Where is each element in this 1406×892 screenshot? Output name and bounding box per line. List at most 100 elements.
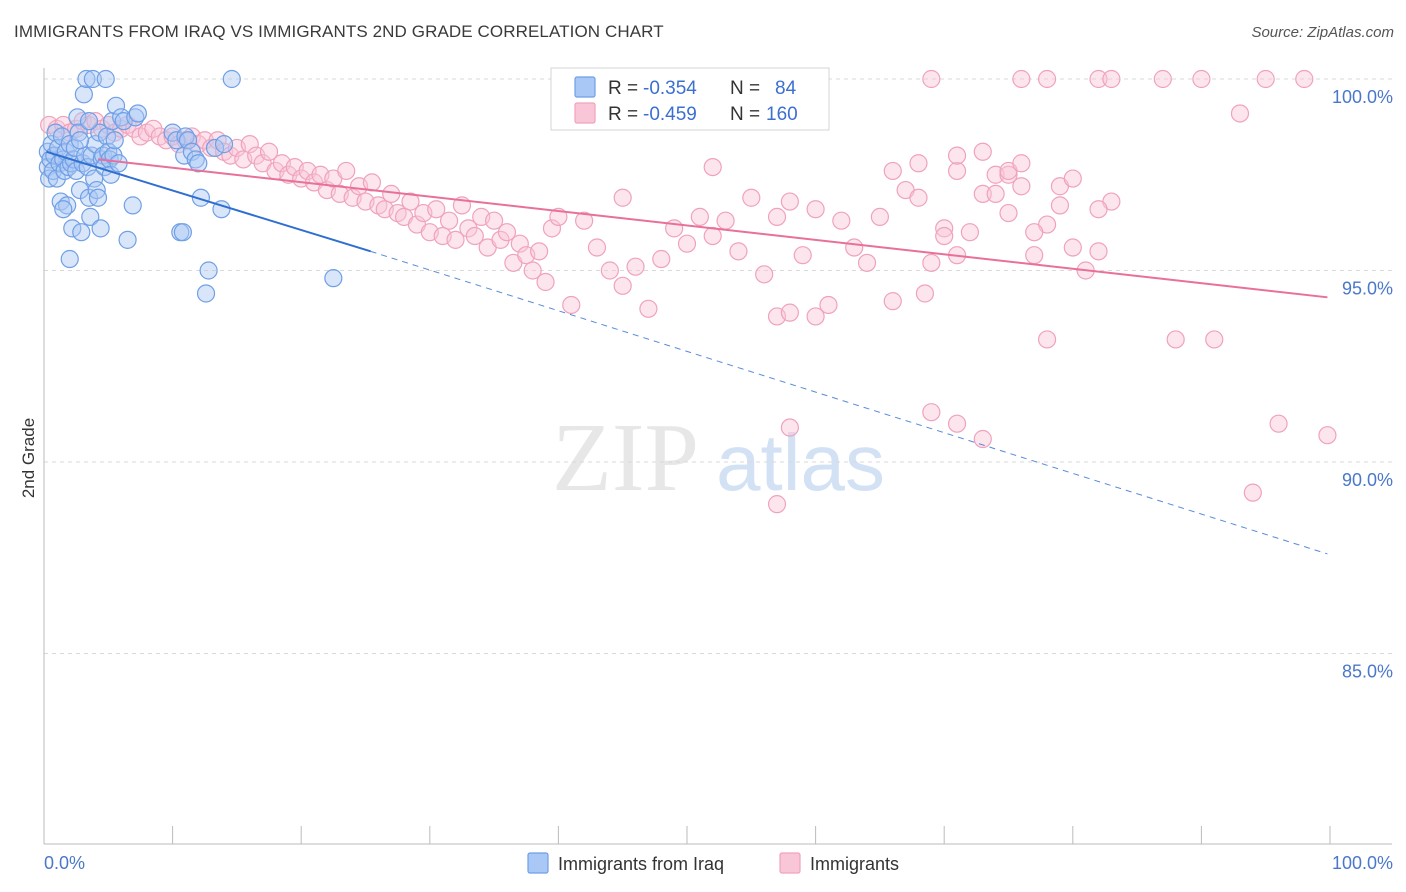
immigrants-point [587,238,607,257]
immigrants-point [973,429,992,449]
immigrants-point [1205,330,1224,349]
immigrants-point [1243,483,1262,502]
immigrants-point [626,257,645,276]
immigrants-point [639,299,658,318]
immigrants-point [703,226,722,246]
immigrants-point [703,157,722,177]
immigrants-point [1230,104,1250,123]
iraq-point [81,207,100,226]
immigrants-point [1012,69,1031,89]
immigrants-point [960,223,980,242]
immigrants-point [742,188,761,207]
immigrants-point [536,272,555,292]
immigrants-point [562,295,581,315]
y-tick-label: 90.0% [1342,470,1393,490]
iraq-point [83,69,102,89]
bottom-legend-swatch-immigrants [779,852,801,874]
iraq-point [88,188,108,207]
iraq-point [47,169,66,188]
iraq-point [189,154,208,173]
immigrants-point [439,211,459,230]
immigrants-point [999,165,1018,184]
immigrants-point [652,249,671,269]
y-tick-label: 95.0% [1342,279,1393,299]
iraq-point [87,180,106,200]
y-axis-label: 2nd Grade [19,418,38,498]
immigrants-point [1012,177,1031,196]
legend-r-label-1: R = [608,78,643,99]
x-tick-label-min: 0.0% [44,853,85,873]
immigrants-point [935,219,954,238]
immigrants-point [729,242,748,261]
iraq-point [79,112,99,131]
immigrants-point [1063,238,1082,257]
immigrants-point [1089,200,1108,219]
iraq-trend-line [46,150,371,253]
immigrants-point [690,207,709,226]
chart-title: IMMIGRANTS FROM IRAQ VS IMMIGRANTS 2ND G… [14,22,664,41]
immigrants-point [806,200,825,219]
immigrants-point [716,211,735,230]
iraq-point [74,85,93,104]
immigrants-point [999,203,1018,223]
immigrants-point [1192,69,1211,89]
y-tick-labels: 100.0% 95.0% 90.0% 85.0% [1332,87,1393,682]
immigrants-point [806,307,825,326]
iraq-point [222,69,241,89]
immigrants-point [427,200,446,219]
iraq-point [69,123,88,142]
immigrants-point [1037,330,1057,349]
iraq-point [63,219,82,238]
immigrants-point [1012,154,1031,173]
iraq-point [96,69,115,89]
iraq-point [118,230,137,249]
immigrants-point [401,192,420,211]
immigrants-point [883,161,902,181]
immigrants-point [1050,196,1070,215]
immigrants-point [1063,169,1082,188]
immigrants-point [947,146,967,165]
iraq-point [191,188,210,207]
iraq-point [72,223,91,242]
watermark-zip: ZIP [552,404,699,512]
iraq-point [324,269,343,288]
immigrants-point [1037,69,1057,89]
watermark-atlas: atlas [716,418,885,507]
immigrants-point [497,223,517,242]
immigrants-point [909,154,928,173]
iraq-point [173,223,192,242]
immigrants-point [485,211,504,230]
iraq-point [123,196,142,215]
immigrants-point [613,188,632,207]
immigrants-point [857,253,877,272]
iraq-point [196,284,216,303]
immigrants-point [973,142,992,161]
bottom-legend-label-iraq: Immigrants from Iraq [558,854,724,874]
iraq-point [77,69,96,89]
trend-lines [46,150,1328,555]
legend-r-value-2: -0.459 [643,104,697,125]
immigrants-point [973,184,992,203]
bottom-legend-swatch-iraq [527,852,549,874]
iraq-point [128,104,147,123]
series-legend: Immigrants from Iraq Immigrants [527,852,899,874]
iraq-point [178,131,198,150]
immigrants-point [1089,69,1108,89]
immigrants-point [780,192,799,211]
immigrants-point [767,207,787,226]
immigrants-point [986,184,1005,203]
legend-r-label-2: R = [608,104,643,125]
immigrants-point [780,303,799,322]
immigrants-point [600,261,619,280]
immigrants-point [240,135,259,154]
immigrants-point [1256,69,1275,89]
immigrants-point [883,292,902,311]
immigrants-point [870,207,890,226]
iraq-point [199,261,218,280]
legend-box [550,67,830,131]
immigrants-point [1089,242,1108,261]
immigrants-point [575,211,594,230]
iraq-point [60,249,79,269]
series-immigrants-points [40,69,1337,514]
iraq-point [205,138,225,158]
